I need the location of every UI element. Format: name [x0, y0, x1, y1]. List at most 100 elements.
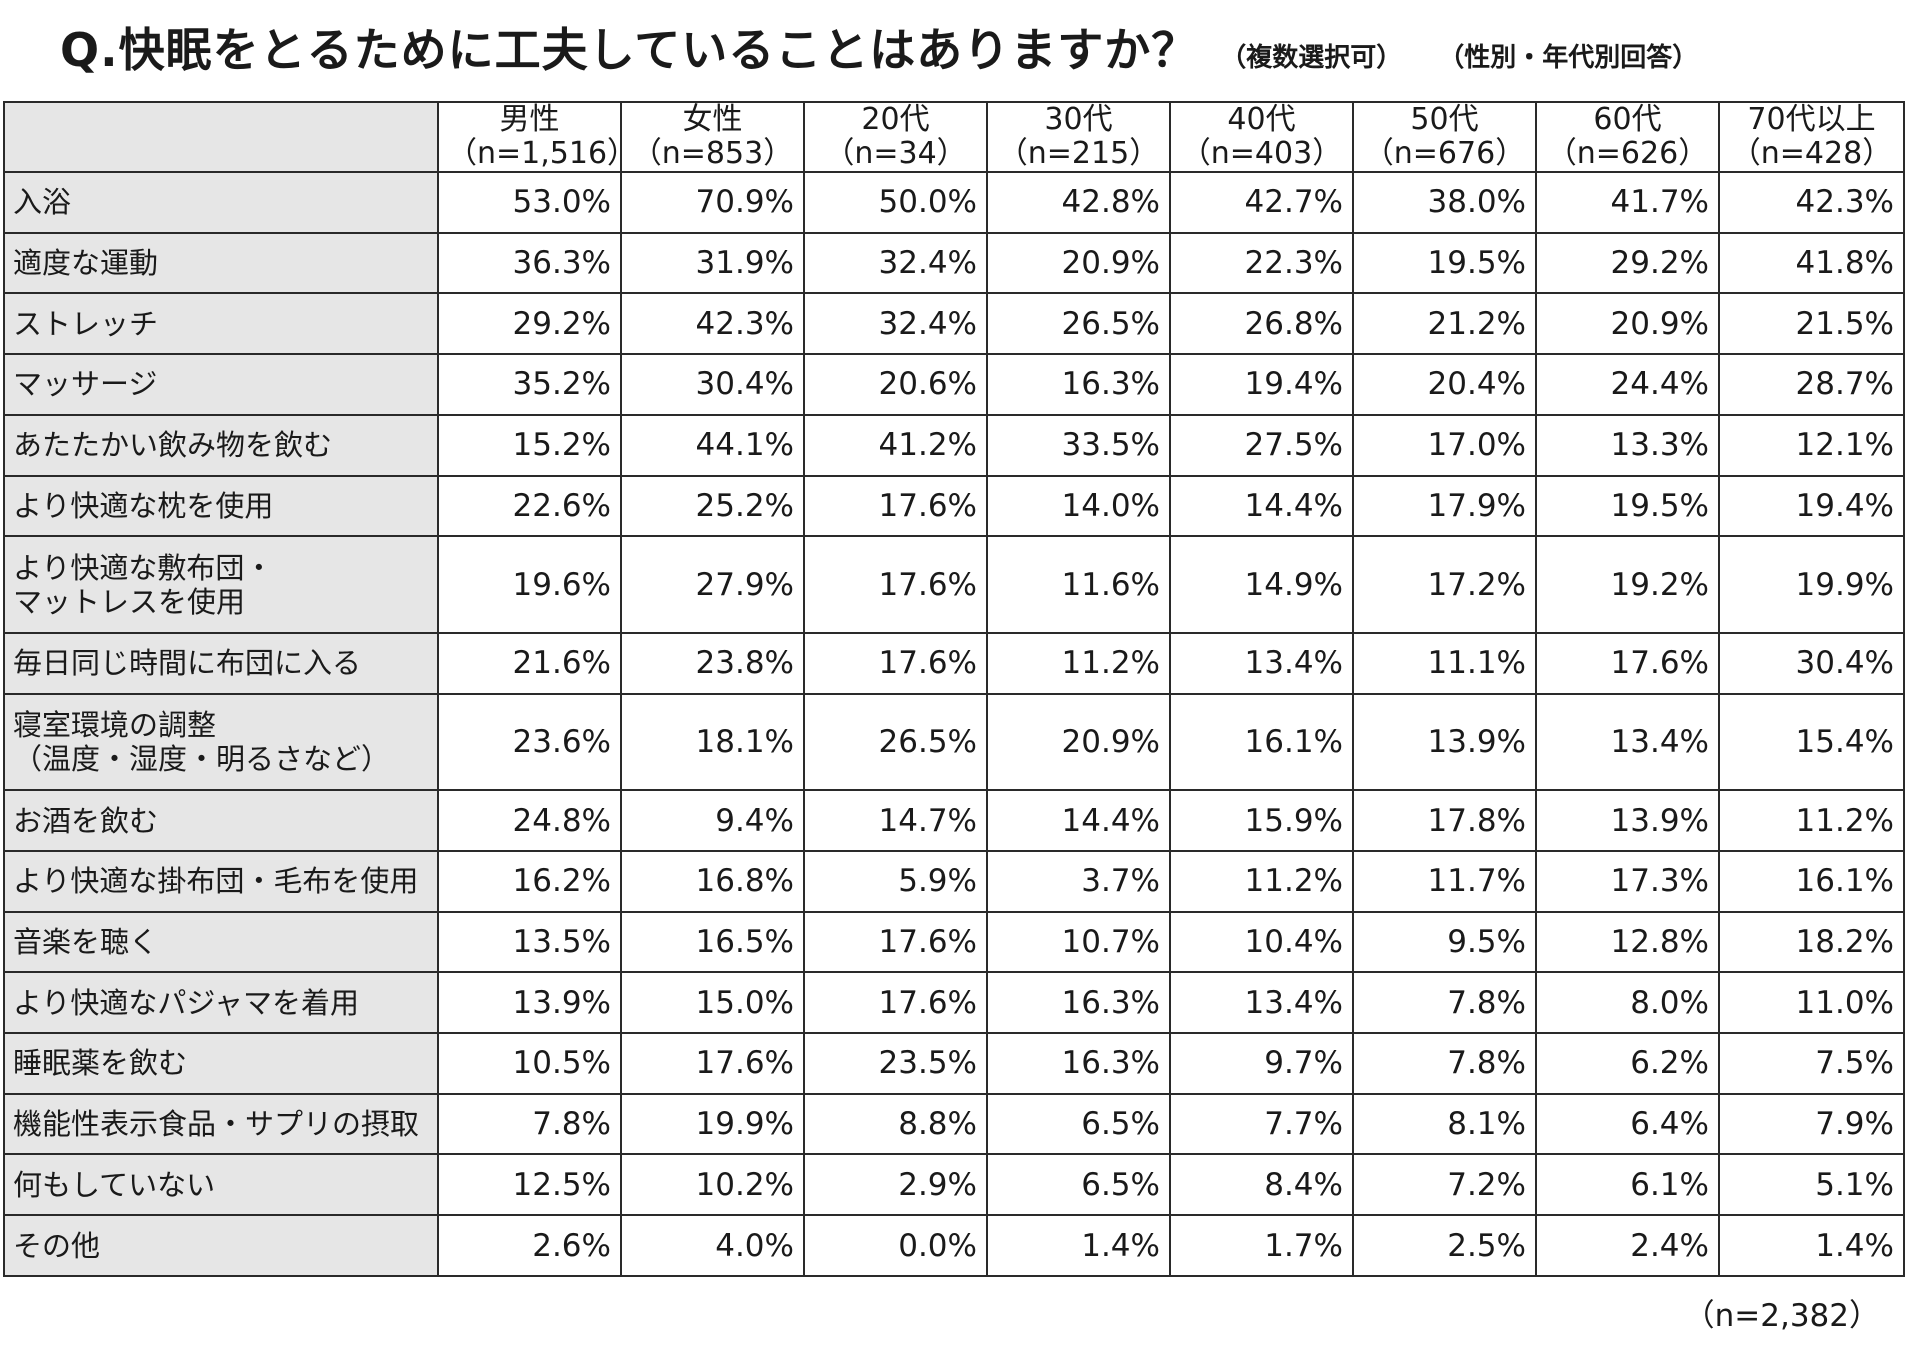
row-label: 睡眠薬を飲む [3, 1032, 439, 1095]
row-label: あたたかい飲み物を飲む [3, 413, 439, 477]
value-cell: 14.9% [1169, 535, 1354, 634]
value-cell: 8.8% [803, 1092, 988, 1156]
value-cell: 19.6% [437, 535, 622, 634]
column-header-sample-size: （n=34） [824, 136, 967, 171]
value-cell: 19.9% [620, 1092, 805, 1156]
column-header: 50代 （n=676） [1352, 101, 1537, 173]
value-cell: 15.0% [620, 971, 805, 1035]
value-cell: 16.8% [620, 849, 805, 913]
column-header: 40代 （n=403） [1169, 101, 1354, 173]
row-label: 毎日同じ時間に布団に入る [3, 631, 439, 695]
table-row: より快適なパジャマを着用 13.9% 15.0% 17.6% 16.3% 13.4% 7.8… [3, 971, 1905, 1035]
value-cell: 16.1% [1718, 849, 1905, 913]
row-label-line: 適度な運動 [13, 246, 159, 281]
value-cell: 42.3% [1718, 171, 1905, 234]
value-cell: 5.9% [803, 849, 988, 913]
table-row: 入浴 53.0% 70.9% 50.0% 42.8% 42.7% 38.0% 41.7% 42.… [3, 171, 1905, 234]
table-row: ストレッチ 29.2% 42.3% 32.4% 26.5% 26.8% 21.2% 20.9%… [3, 292, 1905, 356]
table-row: マッサージ 35.2% 30.4% 20.6% 16.3% 19.4% 20.4% 24.4%… [3, 353, 1905, 416]
value-cell: 41.8% [1718, 231, 1905, 295]
value-cell: 16.3% [986, 971, 1171, 1035]
value-cell: 2.4% [1535, 1214, 1720, 1277]
value-cell: 24.4% [1535, 353, 1720, 416]
value-cell: 17.6% [803, 631, 988, 695]
value-cell: 23.5% [803, 1032, 988, 1095]
row-label: ストレッチ [3, 292, 439, 356]
column-header-label: 30代 [1044, 102, 1113, 137]
value-cell: 25.2% [620, 474, 805, 538]
value-cell: 29.2% [1535, 231, 1720, 295]
title-note-breakdown: （性別・年代別回答） [1438, 43, 1699, 73]
value-cell: 6.5% [986, 1092, 1171, 1156]
value-cell: 23.6% [437, 692, 622, 792]
value-cell: 20.9% [986, 692, 1171, 792]
column-header-sample-size: （n=428） [1730, 136, 1893, 171]
table-body: 入浴 53.0% 70.9% 50.0% 42.8% 42.7% 38.0% 41.7% 42.… [3, 171, 1905, 1277]
value-cell: 6.1% [1535, 1153, 1720, 1217]
value-cell: 17.8% [1352, 789, 1537, 852]
value-cell: 20.6% [803, 353, 988, 416]
value-cell: 28.7% [1718, 353, 1905, 416]
page-title: Q.快眠をとるために工夫していることはありますか？ [60, 23, 1199, 77]
column-header: 30代 （n=215） [986, 101, 1171, 173]
value-cell: 9.5% [1352, 910, 1537, 974]
value-cell: 16.2% [437, 849, 622, 913]
value-cell: 11.7% [1352, 849, 1537, 913]
row-label-line: 音楽を聴く [13, 924, 159, 959]
value-cell: 11.6% [986, 535, 1171, 634]
value-cell: 7.8% [1352, 1032, 1537, 1095]
value-cell: 21.5% [1718, 292, 1905, 356]
row-label: より快適な掛布団・毛布を使用 [3, 849, 439, 913]
value-cell: 14.0% [986, 474, 1171, 538]
column-header-label: 女性 [682, 102, 743, 137]
table-row: 音楽を聴く 13.5% 16.5% 17.6% 10.7% 10.4% 9.5% 12.8% 1… [3, 910, 1905, 974]
column-header-label: 40代 [1227, 102, 1296, 137]
value-cell: 31.9% [620, 231, 805, 295]
table-row: お酒を飲む 24.8% 9.4% 14.7% 14.4% 15.9% 17.8% 13.9% 1… [3, 789, 1905, 852]
value-cell: 20.4% [1352, 353, 1537, 416]
row-label-line: その他 [13, 1228, 101, 1263]
value-cell: 27.9% [620, 535, 805, 634]
value-cell: 53.0% [437, 171, 622, 234]
value-cell: 3.7% [986, 849, 1171, 913]
value-cell: 17.6% [620, 1032, 805, 1095]
value-cell: 30.4% [1718, 631, 1905, 695]
column-header: 男性 （n=1,516） [437, 101, 622, 173]
row-label: 適度な運動 [3, 231, 439, 295]
table-row: 適度な運動 36.3% 31.9% 32.4% 20.9% 22.3% 19.5% 29.2%… [3, 231, 1905, 295]
value-cell: 17.0% [1352, 413, 1537, 477]
row-label: マッサージ [3, 353, 439, 416]
value-cell: 2.5% [1352, 1214, 1537, 1277]
value-cell: 7.7% [1169, 1092, 1354, 1156]
table-row: 睡眠薬を飲む 10.5% 17.6% 23.5% 16.3% 9.7% 7.8% 6.2% 7.… [3, 1032, 1905, 1095]
table-row: 機能性表示食品・サプリの摂取 7.8% 19.9% 8.8% 6.5% 7.7% 8.1% 6… [3, 1092, 1905, 1156]
value-cell: 12.8% [1535, 910, 1720, 974]
column-header-sample-size: （n=853） [631, 136, 794, 171]
value-cell: 14.7% [803, 789, 988, 852]
value-cell: 15.2% [437, 413, 622, 477]
sample-size-footnote: （n=2,382） [1683, 1298, 1880, 1334]
value-cell: 16.3% [986, 1032, 1171, 1095]
column-header-sample-size: （n=403） [1180, 136, 1343, 171]
column-header-label: 20代 [861, 102, 930, 137]
value-cell: 11.2% [1718, 789, 1905, 852]
value-cell: 17.6% [803, 910, 988, 974]
value-cell: 50.0% [803, 171, 988, 234]
value-cell: 21.2% [1352, 292, 1537, 356]
value-cell: 21.6% [437, 631, 622, 695]
row-label: 入浴 [3, 171, 439, 234]
row-label: 機能性表示食品・サプリの摂取 [3, 1092, 439, 1156]
row-label: より快適な枕を使用 [3, 474, 439, 538]
value-cell: 16.5% [620, 910, 805, 974]
value-cell: 11.2% [1169, 849, 1354, 913]
value-cell: 7.2% [1352, 1153, 1537, 1217]
value-cell: 15.9% [1169, 789, 1354, 852]
column-header: 女性 （n=853） [620, 101, 805, 173]
value-cell: 24.8% [437, 789, 622, 852]
value-cell: 13.4% [1169, 631, 1354, 695]
row-label-line: 機能性表示食品・サプリの摂取 [13, 1107, 420, 1142]
value-cell: 11.0% [1718, 971, 1905, 1035]
column-header-sample-size: （n=626） [1546, 136, 1709, 171]
table-row: より快適な枕を使用 22.6% 25.2% 17.6% 14.0% 14.4% 17.9% 1… [3, 474, 1905, 538]
table-row: より快適な敷布団・ マットレスを使用 19.6% 27.9% 17.6% 11.6% 14.… [3, 535, 1905, 634]
